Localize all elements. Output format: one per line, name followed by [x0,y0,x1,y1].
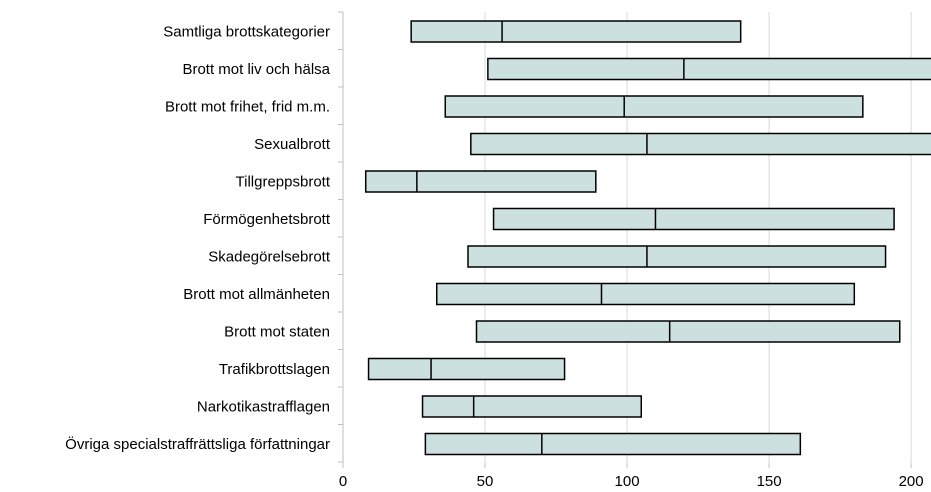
range-boxes [364,20,931,456]
category-label: Narkotikastrafflagen [197,399,330,416]
range-box [475,320,901,343]
category-label: Sexualbrott [254,136,331,153]
range-box [470,132,931,156]
range-box [410,20,742,43]
category-labels: Samtliga brottskategorier Brott mot liv o… [65,24,331,454]
x-axis: 0 50 100 150 200 [338,11,924,490]
category-label: Övriga specialstraffrättsliga författnin… [65,435,330,453]
range-box [444,95,864,118]
category-label: Brott mot frihet, frid m.m. [165,99,330,116]
x-tick-label: 200 [899,473,924,490]
category-label: Skadegörelsebrott [208,249,331,266]
gridlines [484,12,912,463]
category-label: Samtliga brottskategorier [163,24,330,41]
range-box [424,432,802,456]
range-box [421,395,643,418]
range-box [367,357,566,381]
x-tick-label: 150 [757,473,782,490]
x-tick-label: 0 [339,473,347,490]
range-box [492,207,895,231]
category-label: Tillgreppsbrott [236,174,331,191]
x-tick-label: 50 [477,473,494,490]
category-label: Brott mot liv och hälsa [182,61,330,78]
range-box [364,170,597,193]
category-label: Brott mot allmänheten [183,286,330,303]
category-label: Trafikbrottslagen [219,361,330,378]
range-box [467,245,887,268]
range-box [487,57,931,81]
category-label: Brott mot staten [224,324,330,341]
range-box [435,282,856,306]
category-label: Förmögenhetsbrott [203,211,331,228]
x-tick-label: 100 [615,473,640,490]
